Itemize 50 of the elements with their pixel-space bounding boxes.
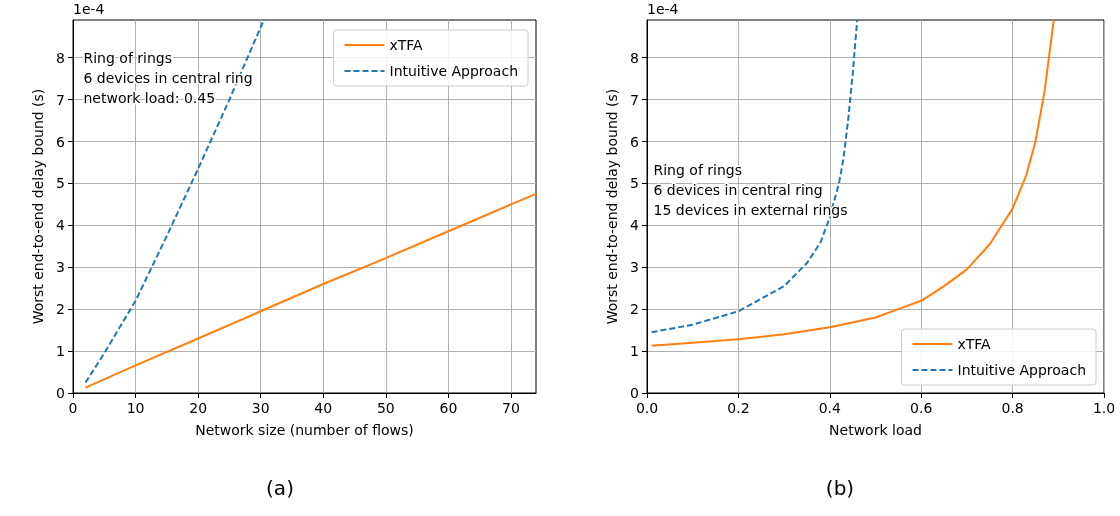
text: 1e-4 [73, 1, 105, 17]
line-series [84, 192, 537, 389]
text: 1e-4 [647, 1, 679, 17]
y-tick-label: 7 [56, 91, 65, 108]
legend-label: xTFA [389, 37, 424, 53]
y-tick-label: 5 [56, 175, 65, 192]
x-tick-label: 0.2 [727, 400, 750, 416]
x-tick-label: 70 [502, 400, 520, 416]
y-tick-label: 1 [56, 343, 65, 360]
y-tick-label: 2 [56, 301, 65, 318]
x-tick-label: 50 [376, 400, 395, 416]
y-tick-label: 2 [630, 301, 639, 318]
x-tick-label: 0 [68, 400, 78, 416]
y-tick-label: 4 [56, 217, 66, 234]
line-series [650, 19, 1055, 347]
x-tick-label: 30 [251, 400, 270, 416]
annotation: Ring of rings 6 devices in central ring network load: 0.45 [83, 50, 253, 106]
x-tick-label: 20 [189, 400, 208, 416]
x-tick-label: 60 [439, 400, 458, 416]
y-axis-title: Worst end-to-end delay bound (s) [604, 88, 620, 325]
y-tick-label: 1 [630, 343, 639, 360]
line-series [84, 19, 265, 384]
y-tick-label: 3 [56, 259, 65, 276]
x-tick-label: 40 [314, 400, 333, 416]
legend-label: xTFA [957, 336, 992, 352]
y-tick-label: 4 [630, 217, 640, 234]
x-tick-label: 0.6 [910, 400, 933, 416]
y-tick-label: 8 [56, 49, 65, 66]
x-tick-label: 1.0 [1092, 400, 1116, 416]
x-tick-label: 0.0 [635, 400, 659, 416]
y-tick-label: 8 [630, 49, 639, 66]
legend-label: Intuitive Approach [389, 63, 518, 79]
y-tick-label: 6 [56, 133, 66, 150]
y-tick-label: 0 [56, 385, 65, 401]
y-tick-label: 0 [630, 385, 639, 401]
text: (b) [825, 476, 855, 500]
y-tick-label: 6 [630, 133, 640, 150]
x-tick-label: 0.8 [1001, 400, 1024, 416]
x-tick-label: 10 [126, 400, 145, 416]
line-series [650, 19, 859, 334]
text: (a) [266, 476, 294, 500]
y-tick-label: 7 [630, 91, 639, 108]
y-tick-label: 3 [630, 259, 639, 276]
y-tick-label: 5 [630, 175, 639, 192]
legend-label: Intuitive Approach [957, 362, 1086, 378]
x-axis-title: Network load [829, 422, 922, 438]
x-tick-label: 0.4 [818, 400, 842, 416]
annotation: Ring of rings 6 devices in central ring 15 devices in external rings [653, 162, 848, 218]
y-axis-title: Worst end-to-end delay bound (s) [30, 88, 46, 325]
x-axis-title: Network size (number of flows) [195, 422, 414, 438]
